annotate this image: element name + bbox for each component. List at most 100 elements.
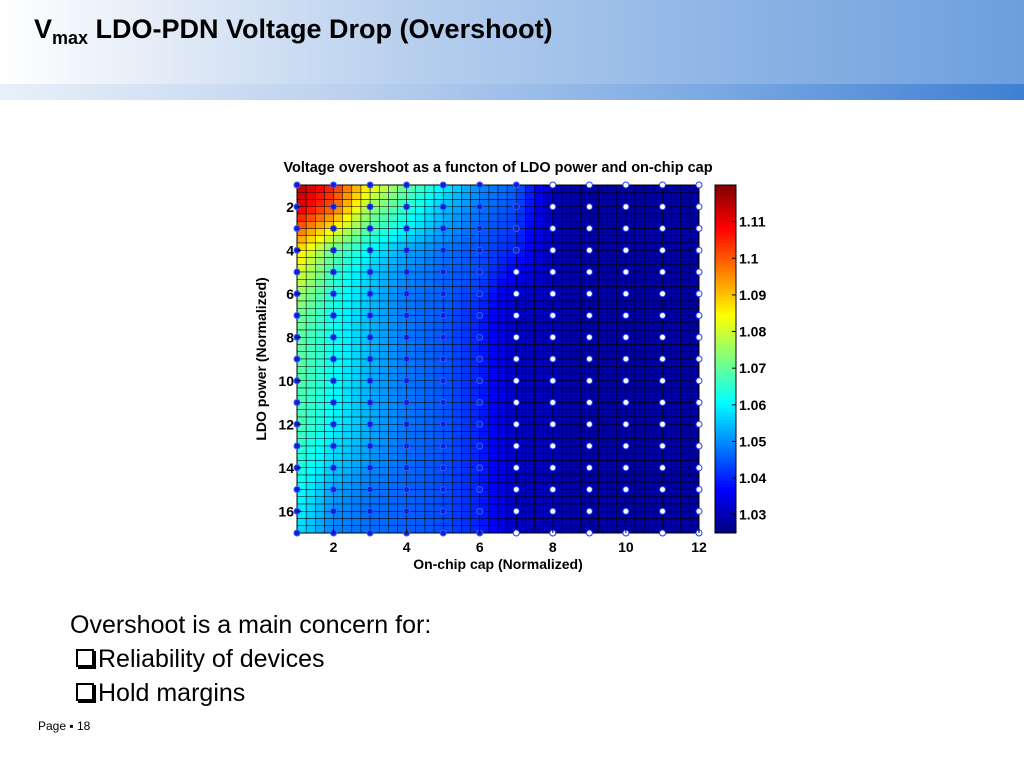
heatmap-cell: [452, 358, 462, 367]
heatmap-cell: [351, 351, 362, 360]
heatmap-cell: [653, 474, 663, 483]
heatmap-cell: [378, 380, 389, 389]
heatmap-cell: [634, 329, 645, 338]
heatmap-cell: [570, 358, 581, 367]
heatmap-cell: [397, 453, 407, 461]
heatmap-cell: [424, 402, 435, 411]
data-point: [585, 377, 593, 385]
heatmap-cell: [662, 366, 672, 374]
heatmap-cell: [351, 511, 362, 519]
heatmap-cell: [415, 416, 426, 425]
heatmap-cell: [643, 315, 654, 324]
heatmap-cell: [598, 213, 608, 222]
heatmap-cell: [497, 221, 508, 229]
heatmap-cell: [671, 329, 682, 338]
colorbar-segment: [715, 364, 736, 368]
heatmap-cell: [598, 445, 608, 454]
heatmap-cell: [598, 409, 608, 418]
colorbar-segment: [715, 245, 736, 250]
heatmap-cell: [378, 351, 389, 360]
heatmap-cell: [616, 344, 627, 353]
heatmap-cell: [452, 300, 462, 309]
heatmap-cell: [671, 518, 682, 527]
heatmap-cell: [689, 235, 700, 244]
heatmap-cell: [488, 213, 499, 222]
heatmap-cell: [342, 416, 353, 425]
colorbar-segment: [715, 292, 736, 296]
heatmap-cell: [570, 387, 581, 396]
heatmap-cell: [598, 467, 608, 476]
heatmap-cell: [452, 250, 462, 258]
heatmap-cell: [653, 366, 663, 374]
heatmap-cell: [643, 366, 654, 374]
heatmap-cell: [497, 482, 508, 490]
heatmap-cell: [378, 489, 389, 498]
data-point: [366, 377, 374, 385]
heatmap-cell: [488, 503, 499, 512]
heatmap-cell: [689, 257, 700, 266]
heatmap-cell: [378, 199, 389, 208]
heatmap-cell: [388, 496, 398, 505]
data-point: [439, 399, 447, 406]
heatmap-cell: [561, 496, 572, 505]
heatmap-cell: [570, 351, 581, 360]
heatmap-cell: [497, 366, 508, 374]
data-point: [512, 355, 520, 363]
heatmap-cell: [452, 337, 462, 345]
heatmap-cell: [570, 482, 581, 490]
heatmap-cell: [570, 235, 581, 244]
colorbar-segment: [715, 335, 736, 339]
heatmap-cell: [397, 496, 407, 505]
data-point: [330, 355, 337, 363]
heatmap-cell: [534, 213, 544, 222]
heatmap-cell: [351, 460, 362, 469]
heatmap-cell: [561, 474, 572, 483]
heatmap-cell: [378, 206, 389, 215]
heatmap-cell: [342, 235, 353, 244]
heatmap-cell: [315, 264, 325, 273]
heatmap-cell: [315, 257, 325, 266]
heatmap-cell: [488, 329, 499, 338]
heatmap-cell: [516, 387, 526, 396]
heatmap-cell: [315, 293, 325, 302]
heatmap-cell: [378, 503, 389, 512]
heatmap-cell: [643, 329, 654, 338]
heatmap-cell: [333, 344, 343, 353]
heatmap-cell: [506, 453, 517, 461]
heatmap-cell: [607, 496, 618, 505]
heatmap-cell: [488, 250, 499, 258]
data-point: [659, 486, 666, 493]
data-point: [512, 464, 520, 472]
heatmap-cell: [543, 518, 554, 527]
heatmap-cell: [315, 329, 325, 338]
heatmap-cell: [388, 373, 398, 382]
heatmap-cell: [561, 293, 572, 302]
heatmap-cell: [680, 322, 691, 331]
heatmap-cell: [561, 373, 572, 382]
heatmap-cell: [342, 409, 353, 418]
heatmap-cell: [680, 286, 691, 295]
data-point: [403, 268, 411, 276]
colorbar-segment: [715, 228, 736, 232]
heatmap-cell: [351, 358, 362, 367]
heatmap-cell: [488, 242, 499, 251]
heatmap-cell: [461, 518, 471, 527]
heatmap-cell: [643, 503, 654, 512]
heatmap-cell: [488, 308, 499, 316]
heatmap-cell: [452, 279, 462, 287]
heatmap-cell: [598, 344, 608, 353]
heatmap-cell: [488, 344, 499, 353]
heatmap-cell: [625, 344, 636, 353]
heatmap-cell: [570, 315, 581, 324]
heatmap-cell: [378, 192, 389, 200]
heatmap-cell: [452, 467, 462, 476]
heatmap-cell: [516, 453, 526, 461]
page-label: Page: [38, 719, 67, 733]
heatmap-cell: [406, 387, 417, 396]
heatmap-cell: [625, 431, 636, 440]
heatmap-cell: [607, 221, 618, 229]
data-point: [330, 399, 337, 406]
heatmap-cell: [643, 235, 654, 244]
heatmap-cell: [570, 373, 581, 382]
heatmap-cell: [525, 453, 535, 461]
